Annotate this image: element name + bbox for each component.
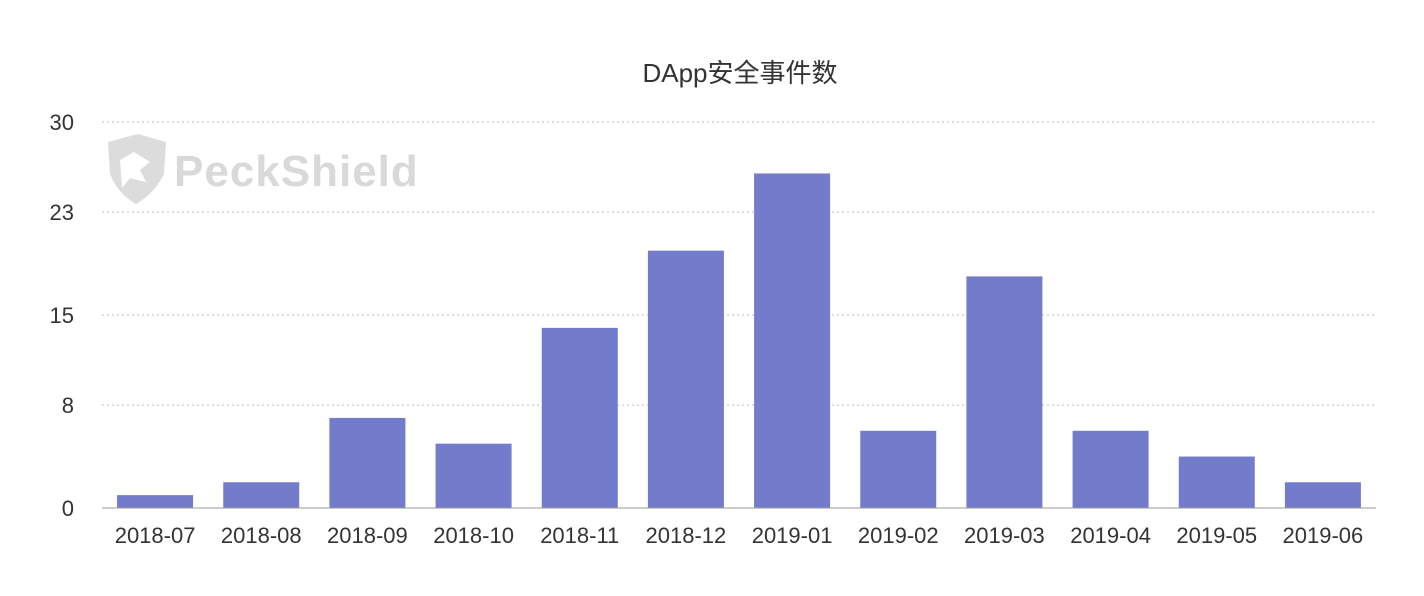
x-tick-label: 2018-10	[433, 523, 514, 548]
y-tick-label: 0	[62, 496, 74, 521]
watermark-text: PeckShield	[174, 147, 419, 196]
bar-2018-08	[223, 482, 300, 508]
shield-icon	[108, 134, 166, 204]
x-tick-label: 2019-06	[1283, 523, 1364, 548]
x-tick-label: 2018-08	[221, 523, 302, 548]
y-tick-label: 23	[50, 200, 74, 225]
y-tick-label: 30	[50, 110, 74, 135]
x-tick-label: 2019-03	[964, 523, 1045, 548]
y-tick-label: 8	[62, 393, 74, 418]
bar-2019-02	[860, 430, 937, 508]
x-tick-label: 2019-02	[858, 523, 939, 548]
y-axis-ticks: 0 8 15 23 30	[50, 110, 74, 521]
bar-2019-01	[754, 173, 831, 508]
bar-2019-04	[1072, 430, 1149, 508]
grid-lines	[102, 121, 1376, 406]
x-tick-label: 2018-12	[646, 523, 727, 548]
bar-2018-09	[329, 417, 406, 508]
bar-2019-06	[1284, 482, 1361, 508]
x-tick-label: 2018-11	[540, 523, 619, 548]
bar-2018-07	[117, 495, 194, 508]
bar-2018-10	[435, 443, 512, 508]
bar-2019-05	[1178, 456, 1255, 508]
x-tick-label: 2019-04	[1070, 523, 1151, 548]
bars	[117, 173, 1361, 508]
y-tick-label: 15	[50, 303, 74, 328]
x-tick-label: 2019-01	[752, 523, 833, 548]
watermark: PeckShield	[108, 134, 419, 204]
x-tick-label: 2019-05	[1176, 523, 1257, 548]
bar-2019-03	[966, 276, 1043, 508]
x-tick-label: 2018-09	[327, 523, 408, 548]
x-axis-ticks: 2018-07 2018-08 2018-09 2018-10 2018-11 2018-…	[115, 523, 1364, 548]
bar-2018-12	[647, 250, 724, 508]
bar-2018-11	[541, 327, 618, 508]
x-tick-label: 2018-07	[115, 523, 196, 548]
chart-title: DApp安全事件数	[642, 58, 837, 88]
